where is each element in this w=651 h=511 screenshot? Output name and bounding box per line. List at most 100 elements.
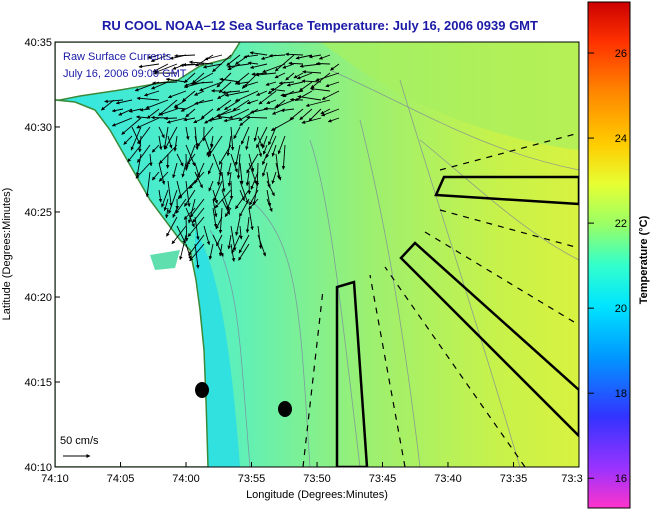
current-arrow [278,81,295,85]
current-arrow [301,117,322,124]
colorbar-tick-label: 20 [615,303,627,315]
current-arrow [216,115,232,119]
current-arrow [173,135,178,152]
current-arrow [145,99,169,109]
current-arrow [138,63,160,69]
plot-area [55,42,579,467]
current-arrow [257,234,267,257]
current-arrow [224,207,232,217]
current-arrow [257,225,263,250]
current-arrow [286,81,304,87]
current-arrow [200,108,214,119]
current-arrow [223,117,241,123]
bathymetry-contours [209,69,579,467]
current-arrow [159,108,178,116]
current-arrow [289,97,304,102]
current-arrow [308,108,322,122]
current-arrow [149,153,153,167]
current-arrow [167,90,187,99]
current-arrow [325,81,340,88]
current-arrow [196,126,214,147]
current-arrow [163,198,169,212]
current-arrow [224,90,250,97]
current-arrow [127,144,142,163]
y-axis-ticks: 40:35 40:30 40:25 40:20 40:15 40:10 [24,37,60,474]
current-arrow [185,180,191,207]
current-arrow [247,61,259,65]
current-arrow [207,162,214,175]
current-arrow [248,198,259,210]
current-arrow [184,189,196,207]
current-arrow [301,79,322,83]
current-arrow [294,90,313,102]
x-tick-label: 74:05 [107,473,135,485]
current-arrow [232,99,250,112]
current-arrow [221,90,241,95]
current-arrow [130,126,142,151]
current-arrow [280,90,304,97]
current-arrow [135,153,142,177]
colorbar-tick-label: 22 [615,218,627,230]
current-arrow [238,243,250,261]
current-arrow [186,153,196,166]
current-arrow [255,126,268,149]
current-arrow [218,144,232,165]
current-arrow [277,135,286,155]
current-arrow [234,90,259,102]
current-arrow [151,171,160,181]
current-arrow [207,135,223,158]
current-arrow [258,90,277,105]
current-arrow [315,61,331,66]
current-arrow [164,126,178,150]
current-arrow [239,198,250,218]
current-arrow [250,63,268,69]
current-arrow [248,153,255,172]
current-arrow [184,216,189,242]
current-arrow [181,162,187,178]
current-arrow [261,162,268,177]
current-arrow [251,72,268,76]
y-axis-label: Latitude (Degrees:Minutes) [1,188,13,321]
current-arrow [310,87,331,92]
current-arrow [261,135,268,149]
current-arrow [243,54,259,59]
current-arrow [171,225,187,245]
current-arrow [172,207,178,218]
scale-label: 50 cm/s [60,435,99,447]
current-arrow [174,54,196,58]
x-tick-label: 73:50 [303,473,331,485]
current-arrow [228,108,250,119]
current-arrow [308,54,322,59]
current-arrow [136,117,160,129]
current-arrow [189,171,205,189]
current-arrow [212,198,218,218]
current-arrow [193,117,205,124]
current-arrow [214,189,232,209]
current-arrow [216,108,241,117]
current-arrow [206,144,214,156]
current-arrow [212,153,222,177]
current-arrow [161,189,169,208]
colorbar-tick-label: 26 [615,48,627,60]
current-arrow [246,115,268,120]
station-marker-2 [278,401,292,417]
current-arrow [310,72,331,89]
current-arrow [243,81,259,88]
current-arrow [188,60,214,65]
colorbar [587,1,631,509]
current-arrow [293,72,304,79]
current-arrow [289,108,304,121]
current-arrow [189,198,205,218]
current-arrow [177,180,196,200]
current-arrow [297,95,322,101]
current-arrow [101,99,115,111]
current-arrow [128,108,142,113]
current-arrow [318,54,331,60]
current-arrow [212,189,218,204]
dashed-transects [302,132,579,467]
current-arrow [227,63,250,69]
current-arrow [182,90,196,102]
current-arrow [246,99,259,105]
current-arrow [111,117,133,127]
